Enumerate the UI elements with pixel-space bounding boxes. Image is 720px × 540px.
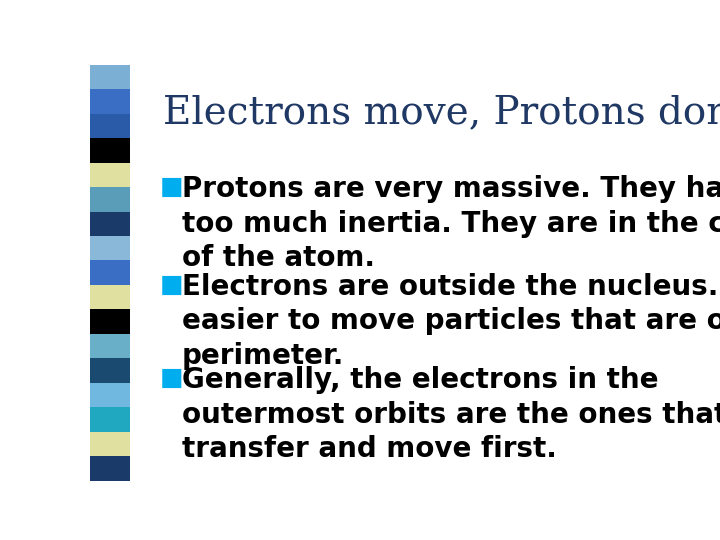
Bar xyxy=(90,359,130,383)
Bar xyxy=(90,187,130,212)
Bar xyxy=(90,334,130,359)
Text: ■: ■ xyxy=(160,273,184,296)
Bar xyxy=(90,260,130,285)
Bar xyxy=(90,114,130,138)
Text: ■: ■ xyxy=(160,175,184,199)
Bar xyxy=(90,431,130,456)
Bar xyxy=(90,236,130,260)
Bar xyxy=(90,89,130,114)
Bar xyxy=(90,383,130,407)
Text: Electrons move, Protons don’t!: Electrons move, Protons don’t! xyxy=(163,94,720,131)
Bar xyxy=(90,138,130,163)
Bar xyxy=(90,456,130,481)
Bar xyxy=(90,163,130,187)
Bar xyxy=(90,212,130,236)
Text: Protons are very massive. They have
too much inertia. They are in the center
of : Protons are very massive. They have too … xyxy=(182,175,720,272)
Bar xyxy=(90,407,130,431)
Text: Generally, the electrons in the
outermost orbits are the ones that
transfer and : Generally, the electrons in the outermos… xyxy=(182,366,720,463)
Bar xyxy=(90,65,130,89)
Text: Electrons are outside the nucleus. It is
easier to move particles that are on th: Electrons are outside the nucleus. It is… xyxy=(182,273,720,370)
Text: ■: ■ xyxy=(160,366,184,390)
Bar xyxy=(90,285,130,309)
Bar xyxy=(90,309,130,334)
